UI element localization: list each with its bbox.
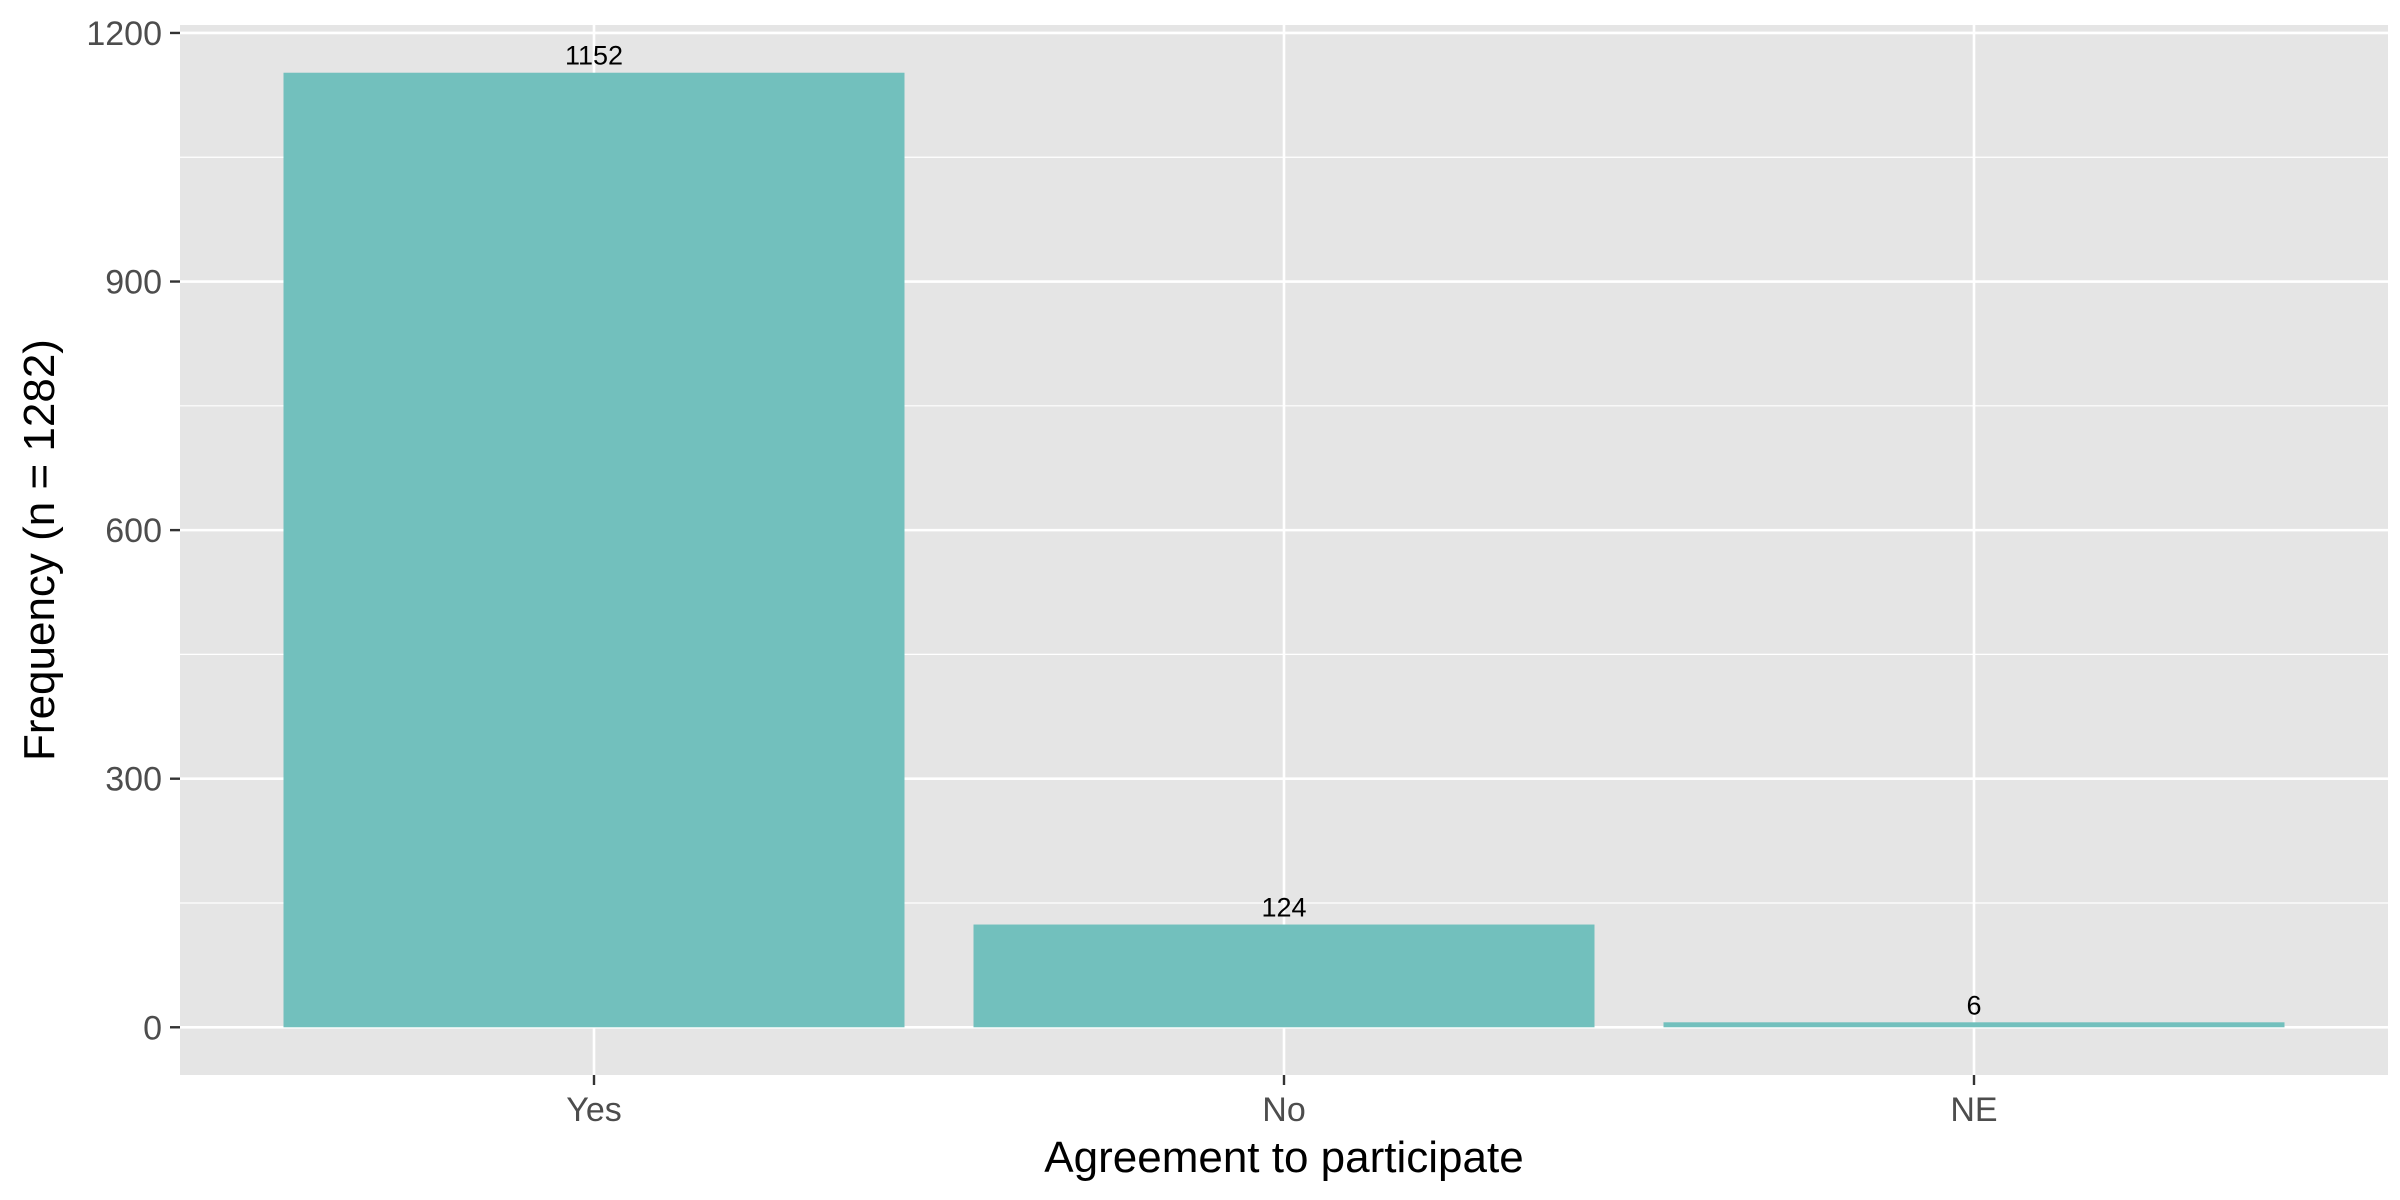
data-label: 1152: [565, 41, 623, 71]
x-axis-title: Agreement to participate: [1044, 1133, 1523, 1182]
y-tick-label: 0: [143, 1009, 162, 1047]
y-tick-label: 1200: [86, 15, 162, 53]
x-tick-label: NE: [1950, 1091, 1997, 1129]
axes: 0 300 600 900 1200 Yes No NE: [86, 15, 1997, 1129]
y-tick-label: 900: [105, 264, 162, 302]
data-label: 124: [1261, 893, 1306, 923]
y-tick-label: 300: [105, 761, 162, 799]
y-axis-title: Frequency (n = 1282): [15, 339, 64, 761]
data-label: 6: [1966, 990, 1981, 1020]
y-tick-label: 600: [105, 512, 162, 550]
data-labels: 1152 124 6: [565, 41, 1982, 1021]
bar-no: [973, 924, 1595, 1028]
bar-ne: [1663, 1022, 2285, 1028]
x-tick-label: No: [1262, 1091, 1305, 1129]
bar-yes: [283, 72, 905, 1028]
x-tick-label: Yes: [566, 1091, 621, 1129]
bars: [283, 72, 2285, 1028]
